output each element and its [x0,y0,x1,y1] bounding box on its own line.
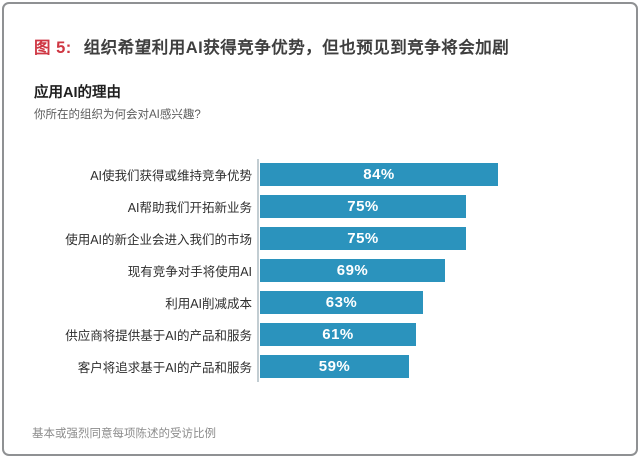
figure-number-label: 图 5: [34,39,72,57]
bar: 69% [260,259,445,282]
figure-caption: 组织希望利用AI获得竞争优势，但也预见到竞争将会加剧 [83,39,510,57]
chart-row: 利用AI削减成本 63% [4,291,636,314]
bar: 63% [260,291,423,314]
bar: 61% [260,323,416,346]
bar-category-label: AI使我们获得或维持竞争优势 [90,169,252,183]
bar-category-label: 现有竞争对手将使用AI [127,265,252,279]
bar-track: 69% [260,259,636,282]
bar-category-label: 使用AI的新企业会进入我们的市场 [65,233,252,247]
bar-category-label: AI帮助我们开拓新业务 [127,201,252,215]
bar-value-label: 61% [322,326,354,343]
footnote: 基本或强烈同意每项陈述的受访比例 [32,428,216,440]
bar: 75% [260,227,466,250]
bar-track: 75% [260,227,636,250]
chart-row: 供应商将提供基于AI的产品和服务 61% [4,323,636,346]
bar-value-label: 75% [347,230,379,247]
chart-title: 应用AI的理由 [34,85,121,101]
chart-subtitle: 你所在的组织为何会对AI感兴趣? [34,109,201,121]
chart-row: 现有竞争对手将使用AI 69% [4,259,636,282]
bar-track: 75% [260,195,636,218]
chart-row: AI帮助我们开拓新业务 75% [4,195,636,218]
bar-category-label: 供应商将提供基于AI的产品和服务 [65,329,252,343]
bar: 84% [260,163,498,186]
bar: 59% [260,355,409,378]
bar-value-label: 84% [363,166,395,183]
bar-chart: AI使我们获得或维持竞争优势 84% AI帮助我们开拓新业务 75% 使用AI的新企业会… [4,163,636,387]
chart-row: 客户将追求基于AI的产品和服务 59% [4,355,636,378]
bar-track: 61% [260,323,636,346]
bar-value-label: 63% [325,294,358,311]
bar-category-label: 客户将追求基于AI的产品和服务 [77,361,252,375]
bar: 75% [260,195,466,218]
bar-value-label: 59% [318,358,351,375]
bar-value-label: 75% [347,198,379,215]
bar-category-label: 利用AI削减成本 [165,297,252,311]
figure-title-line: 图 5: 组织希望利用AI获得竞争优势，但也预见到竞争将会加剧 [34,34,509,58]
bar-track: 84% [260,163,636,186]
chart-row: 使用AI的新企业会进入我们的市场 75% [4,227,636,250]
y-axis-line [257,159,259,382]
bar-value-label: 69% [336,262,369,279]
bar-track: 59% [260,355,636,378]
chart-row: AI使我们获得或维持竞争优势 84% [4,163,636,186]
bar-track: 63% [260,291,636,314]
